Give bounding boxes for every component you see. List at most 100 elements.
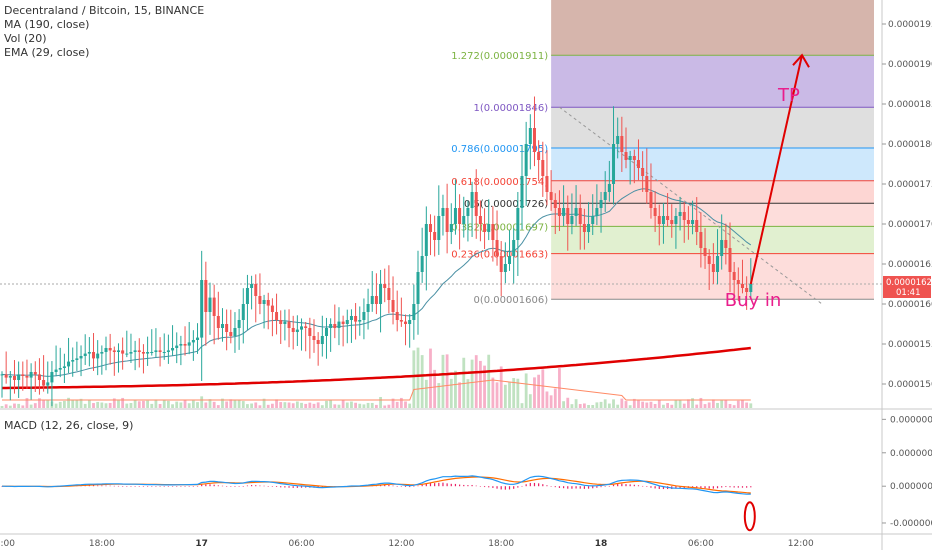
candle-body [304, 326, 308, 328]
macd-histogram-bar [567, 486, 569, 489]
volume-bar [104, 403, 108, 408]
candle-body [112, 350, 116, 352]
volume-bar [333, 404, 337, 408]
candle-body [87, 352, 91, 354]
price-tick-label: 0.00001750 [888, 180, 932, 190]
candle-body [628, 156, 632, 160]
volume-bar [158, 403, 162, 408]
candle-body [632, 156, 636, 160]
macd-histogram-bar [205, 484, 207, 487]
candle-body [566, 208, 570, 224]
macd-histogram-bar [646, 486, 648, 487]
indicator-ema[interactable]: EMA (29, close) [4, 46, 90, 59]
candle-body [158, 350, 162, 352]
fib-zone [551, 253, 874, 300]
volume-bar [574, 399, 578, 408]
macd-histogram-bar [201, 484, 203, 487]
macd-histogram-bar [421, 484, 423, 487]
ma-line [2, 346, 751, 390]
volume-bar [495, 382, 499, 408]
volume-bar [204, 402, 208, 408]
candle-body [42, 380, 46, 386]
candle-body [528, 128, 532, 144]
macd-histogram-bar [101, 485, 103, 487]
macd-histogram-bar [737, 486, 739, 488]
candle-body [300, 326, 304, 330]
candle-body [187, 342, 191, 346]
candle-body [666, 216, 670, 220]
macd-histogram-bar [171, 486, 174, 487]
volume-bar [366, 402, 370, 408]
candle-body [612, 144, 616, 184]
candle-body [395, 312, 399, 320]
candle-body [254, 284, 258, 296]
symbol-title: Decentraland / Bitcoin, 15, BINANCE [4, 4, 205, 17]
volume-bar [445, 354, 449, 408]
candle-body [175, 345, 179, 348]
candle-body [283, 321, 287, 324]
candle-body [270, 305, 274, 312]
candle-body [607, 184, 611, 192]
volume-bar [416, 347, 420, 408]
candle-body [512, 240, 516, 256]
candle-body [79, 356, 83, 359]
candle-body [216, 316, 220, 328]
volume-bar [150, 403, 154, 408]
candle-body [287, 321, 291, 328]
volume-bar [687, 399, 690, 408]
volume-bar [146, 400, 149, 408]
candle-body [453, 208, 457, 224]
volume-bar [657, 400, 661, 408]
fib-zone [551, 0, 874, 56]
volume-bar [703, 404, 707, 408]
macd-histogram-bar [575, 486, 577, 489]
macd-histogram-bar [92, 485, 95, 487]
candle-body [682, 212, 686, 220]
macd-histogram-bar [525, 484, 527, 487]
candle-body [470, 192, 474, 208]
volume-bar [408, 403, 412, 408]
candle-body [8, 376, 12, 378]
candle-body [266, 300, 270, 306]
macd-histogram-bar [712, 486, 714, 489]
candle-body [212, 297, 216, 316]
volume-bar [578, 404, 582, 408]
volume-bar [162, 399, 166, 408]
volume-bar [241, 401, 245, 408]
volume-bar [470, 359, 474, 408]
indicator-ma[interactable]: MA (190, close) [4, 18, 90, 31]
macd-histogram-bar [463, 484, 465, 487]
macd-histogram-bar [275, 486, 278, 487]
volume-bar [391, 398, 395, 408]
candle-body [96, 353, 100, 359]
buy-in-label: Buy in [725, 290, 782, 311]
candle-body [233, 328, 237, 336]
volume-bar [58, 401, 62, 408]
macd-histogram-bar [554, 486, 556, 488]
tp-arrow-line [749, 54, 803, 285]
volume-bar [412, 350, 416, 408]
macd-histogram-bar [151, 486, 153, 487]
candle-body [503, 264, 507, 272]
macd-histogram-bar [504, 486, 506, 490]
macd-histogram-bar [384, 484, 386, 487]
volume-bar [449, 378, 453, 408]
candle-body [220, 324, 224, 328]
volume-bar [641, 401, 645, 408]
candle-body [724, 240, 728, 248]
macd-histogram-bar [280, 486, 282, 488]
candle-body [720, 240, 724, 256]
candle-body [691, 220, 695, 224]
volume-bar [628, 405, 632, 408]
volume-bar [46, 399, 50, 408]
candle-body [458, 208, 462, 224]
volume-bar [720, 400, 724, 408]
volume-bar [375, 404, 378, 408]
macd-histogram-bar [696, 486, 698, 488]
indicator-vol[interactable]: Vol (20) [4, 32, 47, 45]
candle-body [62, 366, 66, 368]
macd-title[interactable]: MACD (12, 26, close, 9) [4, 419, 134, 432]
